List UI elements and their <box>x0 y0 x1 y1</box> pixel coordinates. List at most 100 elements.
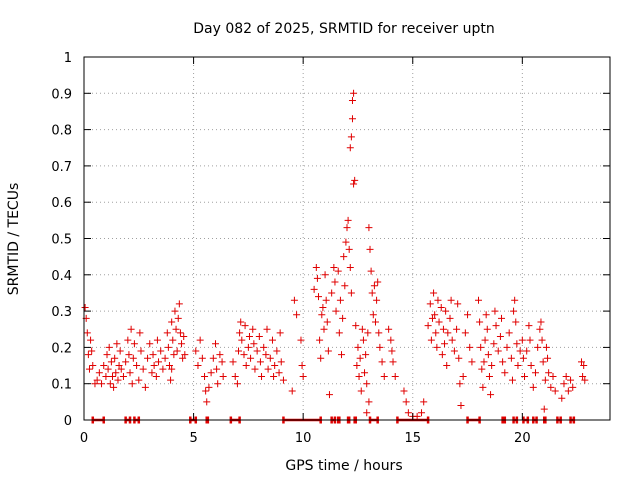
data-point <box>580 362 588 370</box>
y-axis-label: SRMTID / TECUs <box>6 183 22 296</box>
data-point <box>503 343 511 351</box>
data-point <box>279 376 287 384</box>
data-point <box>250 340 258 348</box>
data-point <box>141 383 149 391</box>
data-point <box>164 343 172 351</box>
data-point <box>492 322 500 330</box>
data-point <box>404 409 412 417</box>
data-point <box>125 351 133 359</box>
data-point <box>551 387 559 395</box>
data-point <box>365 398 373 406</box>
data-point <box>233 380 241 388</box>
data-point <box>581 376 589 384</box>
data-point <box>484 351 492 359</box>
data-point <box>496 333 504 341</box>
x-tick-label: 20 <box>514 431 531 446</box>
data-point <box>494 347 502 355</box>
data-point <box>455 354 463 362</box>
data-point <box>270 372 278 380</box>
data-point <box>202 387 210 395</box>
data-point <box>478 365 486 373</box>
data-point <box>537 318 545 326</box>
data-point <box>332 307 340 315</box>
data-point <box>359 336 367 344</box>
data-point <box>106 380 114 388</box>
data-point <box>88 347 96 355</box>
data-point <box>347 133 355 141</box>
data-point <box>288 387 296 395</box>
data-point <box>128 380 136 388</box>
data-point <box>264 365 272 373</box>
data-point <box>235 347 243 355</box>
data-point <box>485 372 493 380</box>
data-point <box>351 176 359 184</box>
data-point <box>112 369 120 377</box>
data-point <box>420 398 428 406</box>
data-point <box>490 340 498 348</box>
data-point <box>430 289 438 297</box>
data-point <box>119 372 127 380</box>
data-point <box>459 372 467 380</box>
data-point <box>483 325 491 333</box>
data-point <box>196 336 204 344</box>
data-point <box>255 333 263 341</box>
data-point <box>348 115 356 123</box>
data-point <box>273 347 281 355</box>
data-point <box>214 380 222 388</box>
data-point <box>108 372 116 380</box>
data-point <box>152 372 160 380</box>
data-point <box>110 383 118 391</box>
data-point <box>334 267 342 275</box>
data-point <box>174 314 182 322</box>
data-point <box>371 318 379 326</box>
data-point <box>319 303 327 311</box>
data-point <box>205 383 213 391</box>
data-point <box>170 351 178 359</box>
data-point <box>374 278 382 286</box>
data-point <box>527 362 535 370</box>
data-point <box>466 343 474 351</box>
data-point <box>507 354 515 362</box>
data-point <box>446 314 454 322</box>
grid <box>84 57 610 420</box>
data-point <box>192 347 200 355</box>
data-point <box>276 329 284 337</box>
data-point <box>153 336 161 344</box>
data-point <box>479 383 487 391</box>
data-point <box>418 409 426 417</box>
data-point <box>253 347 261 355</box>
data-point <box>331 278 339 286</box>
data-point <box>180 333 188 341</box>
data-point <box>357 387 365 395</box>
data-point <box>579 372 587 380</box>
data-point <box>538 336 546 344</box>
data-point <box>176 329 184 337</box>
data-point <box>323 318 331 326</box>
data-point <box>354 343 362 351</box>
data-point <box>569 383 577 391</box>
data-point <box>456 380 464 388</box>
data-point <box>526 336 534 344</box>
data-point <box>540 405 548 413</box>
data-point <box>441 340 449 348</box>
data-point <box>350 89 358 97</box>
data-point <box>100 362 108 370</box>
data-point <box>263 325 271 333</box>
data-point <box>93 376 101 384</box>
data-point <box>89 362 97 370</box>
data-point <box>150 362 158 370</box>
data-point <box>444 329 452 337</box>
data-point <box>203 398 211 406</box>
data-point <box>367 267 375 275</box>
data-point <box>178 340 186 348</box>
data-point <box>218 358 226 366</box>
data-point <box>137 347 145 355</box>
y-tick-label: 0.5 <box>51 233 72 248</box>
data-point <box>361 369 369 377</box>
data-point <box>523 347 531 355</box>
y-tick-label: 0.6 <box>51 196 72 211</box>
data-point <box>275 369 283 377</box>
data-point <box>91 380 99 388</box>
data-point <box>499 358 507 366</box>
data-point <box>578 358 586 366</box>
